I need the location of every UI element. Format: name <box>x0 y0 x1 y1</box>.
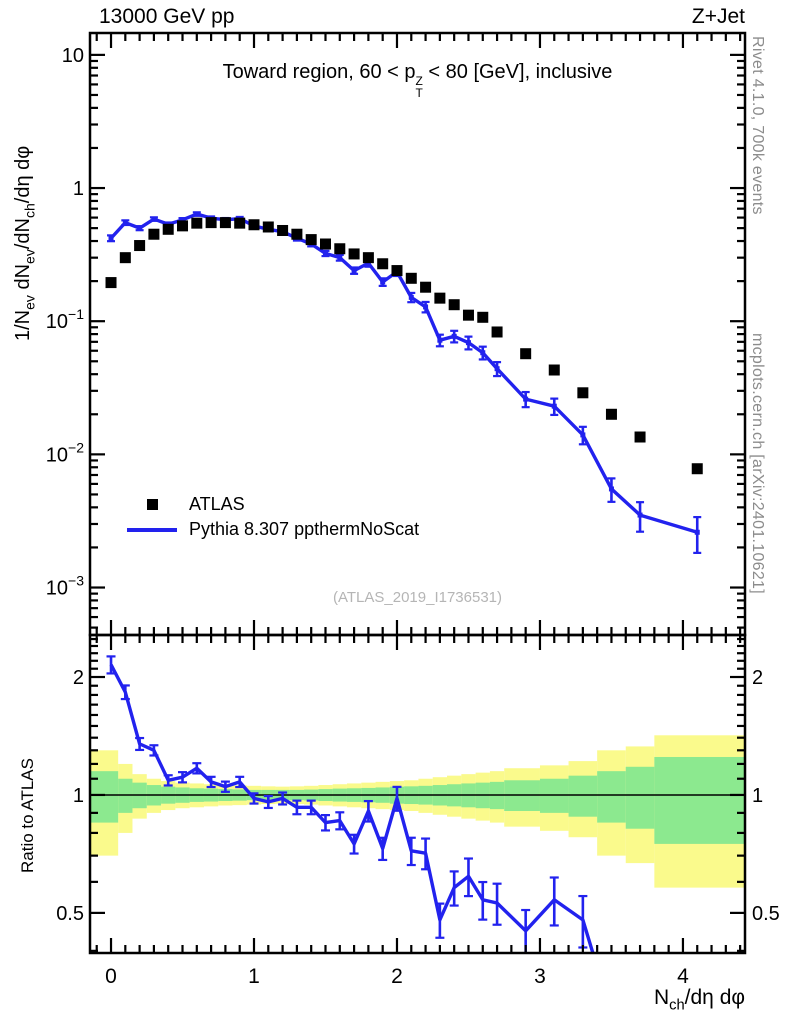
svg-text:4: 4 <box>677 965 689 988</box>
rivet-version-note: Rivet 4.1.0, 700k events <box>749 36 766 215</box>
svg-text:10: 10 <box>62 45 84 67</box>
legend-item-pythia: Pythia 8.307 ppthermNoScat <box>126 517 419 542</box>
svg-text:1: 1 <box>752 785 763 807</box>
legend-label-pythia: Pythia 8.307 ppthermNoScat <box>189 519 420 539</box>
main-frame <box>88 31 747 637</box>
atlas-square-marker-icon <box>126 499 178 510</box>
x-axis-label: Nch/dη dφ <box>653 986 745 1014</box>
svg-text:0.5: 0.5 <box>56 903 84 925</box>
axis-ticks <box>90 33 745 953</box>
ratio-curve <box>106 655 595 952</box>
y-axis-label-ratio: Ratio to ATLAS <box>18 758 37 873</box>
atlas-data-points <box>105 217 703 475</box>
svg-text:1: 1 <box>248 965 260 988</box>
svg-text:1: 1 <box>73 785 84 807</box>
legend: ATLAS Pythia 8.307 ppthermNoScat <box>126 492 419 542</box>
svg-text:10−1: 10−1 <box>46 306 84 333</box>
svg-text:2: 2 <box>73 667 84 689</box>
y-axis-label-main: 1/Nev dNev/dNch/dη dφ <box>12 145 38 341</box>
process-title: Z+Jet <box>691 5 745 28</box>
mcplots-arxiv-note: mcplots.cern.ch [arXiv:2401.10621] <box>749 333 766 595</box>
pythia-line-marker-icon <box>126 527 178 532</box>
svg-text:0: 0 <box>105 965 117 988</box>
svg-text:1: 1 <box>73 178 84 200</box>
beam-energy-title: 13000 GeV pp <box>99 5 235 28</box>
svg-text:3: 3 <box>534 965 546 988</box>
svg-text:10−2: 10−2 <box>46 439 84 466</box>
axis-tick-labels: 10 1 10−1 10−2 10−3 0 1 2 3 4 2 2 1 1 0.5 0.5 <box>46 45 780 988</box>
legend-item-atlas: ATLAS <box>126 492 419 517</box>
legend-label-atlas: ATLAS <box>189 494 245 514</box>
analysis-id-watermark: (ATLAS_2019_I1736531) <box>332 589 502 606</box>
svg-text:2: 2 <box>752 667 763 689</box>
svg-text:0.5: 0.5 <box>752 903 780 925</box>
svg-text:2: 2 <box>391 965 403 988</box>
ratio-uncertainty-bands <box>91 735 744 888</box>
pythia-curve <box>107 211 702 554</box>
svg-text:10−3: 10−3 <box>46 573 84 600</box>
